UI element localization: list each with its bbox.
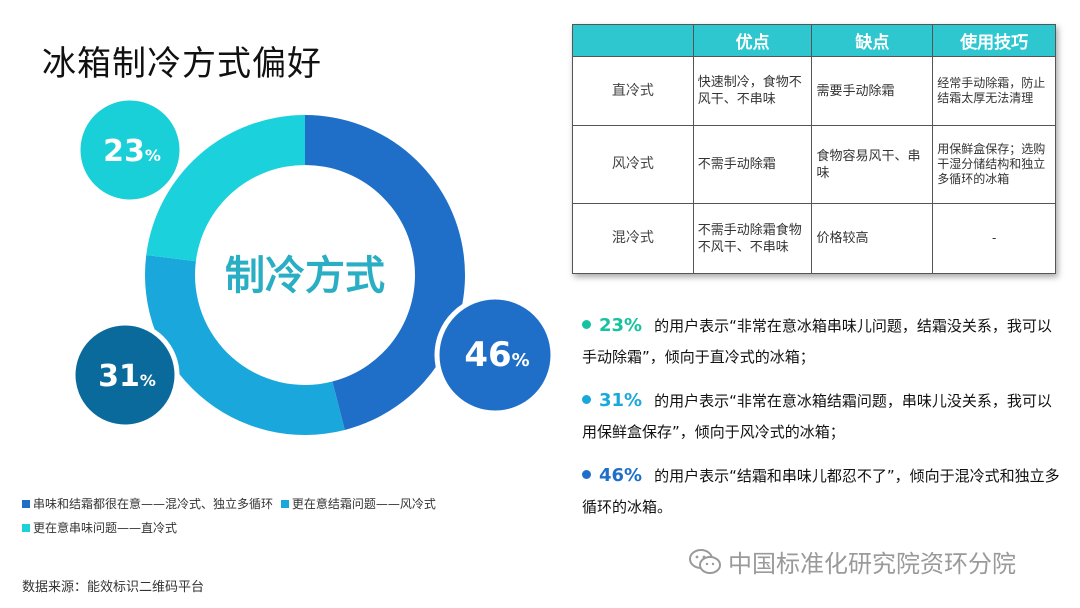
table-cell-type: 混冷式: [572, 203, 694, 274]
finding-percent: 31%: [599, 390, 643, 411]
legend-item: 更在意结霜问题——风冷式: [280, 492, 436, 516]
table-row: 混冷式 不需手动除霜食物不风干、不串味 价格较高 -: [572, 203, 1056, 274]
finding-text: 的用户表示“非常在意冰箱串味儿问题，结霜没关系，我可以手动除霜”，倾向于直冷式的…: [582, 317, 1052, 366]
table-cell-cons: 需要手动除霜: [811, 56, 934, 126]
value-bubble: [434, 294, 556, 416]
legend-item: 更在意串味问题——直冷式: [22, 516, 177, 540]
bullet-dot-icon: [582, 395, 591, 404]
table-cell-pros: 不需手动除霜: [692, 125, 813, 204]
comparison-table: 优点 缺点 使用技巧 直冷式 快速制冷，食物不风干、不串味 需要手动除霜 经常手…: [572, 24, 1056, 274]
table-header: 缺点: [811, 24, 934, 57]
findings-list: 23% 的用户表示“非常在意冰箱串味儿问题，结霜没关系，我可以手动除霜”，倾向于直…: [582, 310, 1062, 535]
finding-item: 23% 的用户表示“非常在意冰箱串味儿问题，结霜没关系，我可以手动除霜”，倾向于直…: [582, 310, 1062, 373]
value-bubble: [70, 320, 180, 430]
value-label: 23%: [103, 134, 161, 169]
data-source: 数据来源：能效标识二维码平台: [22, 580, 205, 595]
table-cell-type: 直冷式: [572, 56, 694, 126]
table-cell-type: 风冷式: [572, 125, 694, 204]
table-cell-tips: -: [932, 203, 1056, 274]
value-label: 46%: [464, 335, 529, 375]
bullet-dot-icon: [582, 470, 591, 479]
table-header-row: 优点 缺点 使用技巧: [572, 24, 1056, 57]
table-cell-pros: 不需手动除霜食物不风干、不串味: [692, 203, 813, 274]
watermark-text: 中国标准化研究院资环分院: [728, 550, 1016, 578]
table-cell-cons: 食物容易风干、串味: [811, 125, 934, 204]
donut-slice: [305, 115, 465, 430]
value-bubble: [75, 100, 185, 205]
legend-swatch: [22, 500, 30, 508]
bullet-dot-icon: [582, 320, 591, 329]
table-header: [572, 24, 694, 57]
legend-label: 串味和结霜都很在意——混冷式、独立多循环: [33, 497, 274, 511]
finding-text: 的用户表示“结霜和串味儿都忍不了”，倾向于混冷式和独立多循环的冰箱。: [582, 467, 1060, 516]
table-row: 风冷式 不需手动除霜 食物容易风干、串味 用保鲜盒保存；选购干湿分储结构和独立多…: [572, 125, 1056, 204]
chart-legend: 串味和结霜都很在意——混冷式、独立多循环 更在意结霜问题——风冷式 更在意串味问…: [22, 492, 542, 540]
value-label: 31%: [98, 359, 156, 394]
donut-slice: [144, 254, 345, 435]
legend-label: 更在意结霜问题——风冷式: [291, 497, 436, 511]
table-row: 直冷式 快速制冷，食物不风干、不串味 需要手动除霜 经常手动除霜，防止结霜太厚无…: [572, 56, 1056, 126]
finding-percent: 46%: [599, 465, 643, 486]
table-header: 使用技巧: [932, 24, 1056, 57]
table-cell-pros: 快速制冷，食物不风干、不串味: [692, 56, 813, 126]
table-cell-tips: 用保鲜盒保存；选购干湿分储结构和独立多循环的冰箱: [932, 125, 1056, 204]
finding-item: 46% 的用户表示“结霜和串味儿都忍不了”，倾向于混冷式和独立多循环的冰箱。: [582, 460, 1062, 523]
finding-item: 31% 的用户表示“非常在意冰箱结霜问题，串味儿没关系，我可以用保鲜盒保存”，倾向…: [582, 385, 1062, 448]
legend-swatch: [280, 500, 289, 508]
donut-slice: [146, 115, 305, 262]
page-title: 冰箱制冷方式偏好: [42, 44, 322, 84]
wechat-icon: [689, 548, 721, 574]
donut-center-label: 制冷方式: [225, 253, 385, 299]
legend-swatch: [22, 524, 30, 532]
table-cell-cons: 价格较高: [811, 203, 934, 274]
legend-item: 串味和结霜都很在意——混冷式、独立多循环: [22, 492, 273, 516]
legend-label: 更在意串味问题——直冷式: [33, 521, 178, 535]
donut-chart: 制冷方式 46% 31% 23%: [70, 100, 556, 435]
finding-percent: 23%: [599, 315, 643, 336]
table-header: 优点: [692, 24, 813, 57]
watermark: 中国标准化研究院资环分院: [688, 544, 1016, 579]
table-cell-tips: 经常手动除霜，防止结霜太厚无法清理: [932, 56, 1056, 126]
finding-text: 的用户表示“非常在意冰箱结霜问题，串味儿没关系，我可以用保鲜盒保存”，倾向于风冷…: [582, 392, 1052, 441]
